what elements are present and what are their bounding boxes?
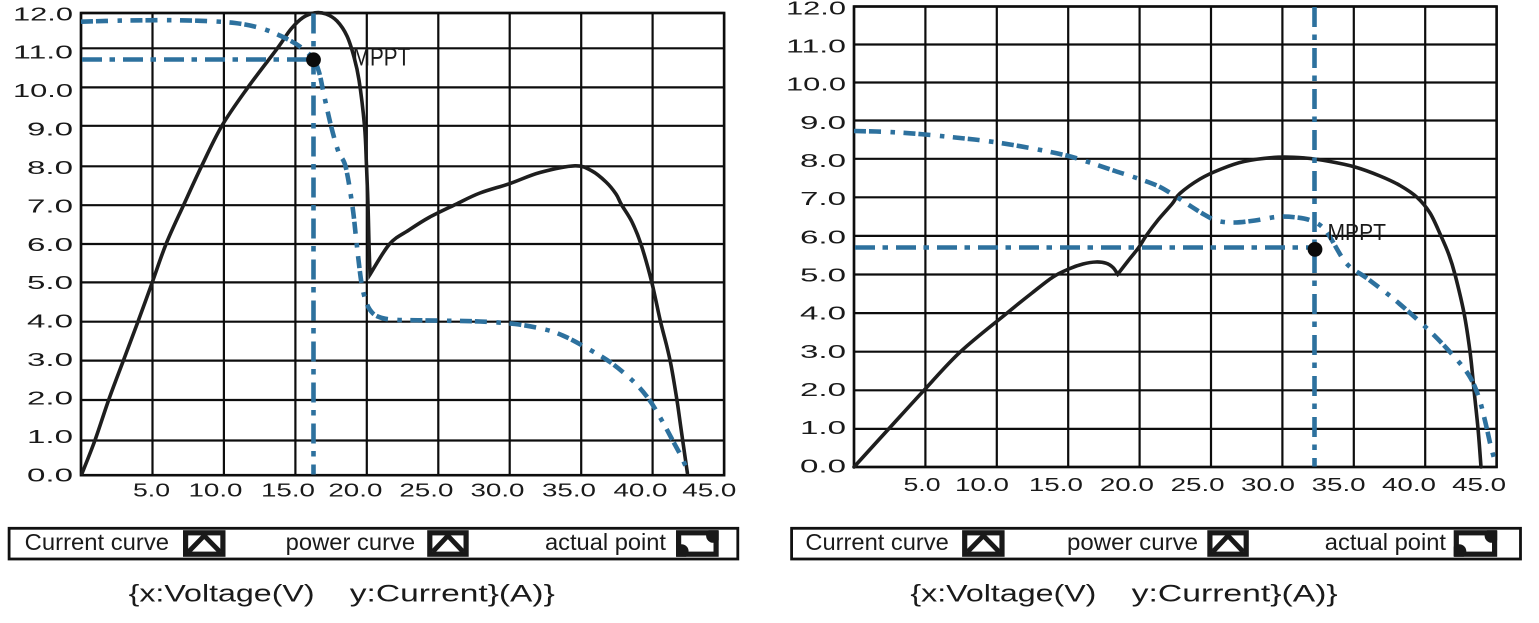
svg-text:power curve: power curve: [1067, 529, 1198, 555]
svg-text:5.0: 5.0: [904, 475, 941, 495]
svg-text:9.0: 9.0: [800, 113, 846, 133]
svg-text:2.0: 2.0: [27, 389, 73, 409]
svg-text:6.0: 6.0: [27, 235, 73, 255]
svg-text:actual point: actual point: [1325, 529, 1447, 555]
svg-text:{x:Voltage(V): {x:Voltage(V): [129, 581, 315, 608]
svg-text:25.0: 25.0: [399, 481, 453, 501]
svg-text:20.0: 20.0: [328, 481, 382, 501]
svg-text:11.0: 11.0: [13, 43, 73, 63]
svg-text:5.0: 5.0: [800, 266, 846, 286]
svg-text:9.0: 9.0: [27, 120, 73, 140]
svg-text:30.0: 30.0: [1241, 475, 1295, 495]
svg-text:0.0: 0.0: [800, 456, 846, 476]
svg-text:3.0: 3.0: [800, 342, 846, 362]
svg-text:10.0: 10.0: [13, 81, 73, 101]
svg-text:20.0: 20.0: [1100, 475, 1154, 495]
svg-text:15.0: 15.0: [1029, 475, 1083, 495]
svg-text:35.0: 35.0: [542, 481, 596, 501]
svg-text:12.0: 12.0: [786, 0, 846, 18]
svg-text:5.0: 5.0: [133, 481, 170, 501]
svg-text:8.0: 8.0: [800, 151, 846, 171]
svg-text:8.0: 8.0: [27, 158, 73, 178]
svg-text:4.0: 4.0: [800, 304, 846, 324]
svg-text:0.0: 0.0: [27, 465, 73, 485]
svg-text:10.0: 10.0: [189, 481, 243, 501]
svg-text:Current curve: Current curve: [805, 529, 948, 555]
svg-text:12.0: 12.0: [13, 4, 73, 24]
svg-text:35.0: 35.0: [1312, 475, 1366, 495]
svg-text:10.0: 10.0: [955, 475, 1009, 495]
svg-text:40.0: 40.0: [1382, 475, 1436, 495]
svg-text:MPPT: MPPT: [353, 43, 410, 71]
svg-text:11.0: 11.0: [786, 37, 846, 57]
svg-text:4.0: 4.0: [27, 312, 73, 332]
svg-text:2.0: 2.0: [800, 380, 846, 400]
svg-text:15.0: 15.0: [261, 481, 315, 501]
svg-text:actual point: actual point: [545, 529, 667, 555]
svg-text:30.0: 30.0: [471, 481, 525, 501]
svg-text:1.0: 1.0: [27, 427, 73, 447]
svg-text:10.0: 10.0: [786, 75, 846, 95]
svg-text:y:Current}(A)}: y:Current}(A)}: [1132, 581, 1338, 608]
svg-text:1.0: 1.0: [800, 418, 846, 438]
svg-text:6.0: 6.0: [800, 227, 846, 247]
svg-text:45.0: 45.0: [1452, 475, 1506, 495]
svg-text:5.0: 5.0: [27, 273, 73, 293]
svg-text:Current curve: Current curve: [25, 529, 169, 555]
svg-text:7.0: 7.0: [800, 189, 846, 209]
svg-text:3.0: 3.0: [27, 350, 73, 370]
svg-text:25.0: 25.0: [1171, 475, 1225, 495]
svg-text:{x:Voltage(V): {x:Voltage(V): [910, 581, 1096, 608]
svg-text:power curve: power curve: [286, 529, 415, 555]
svg-text:7.0: 7.0: [27, 196, 73, 216]
svg-text:40.0: 40.0: [614, 481, 668, 501]
svg-text:y:Current}(A)}: y:Current}(A)}: [350, 581, 555, 608]
svg-text:45.0: 45.0: [682, 481, 736, 501]
svg-text:MPPT: MPPT: [1328, 219, 1387, 245]
